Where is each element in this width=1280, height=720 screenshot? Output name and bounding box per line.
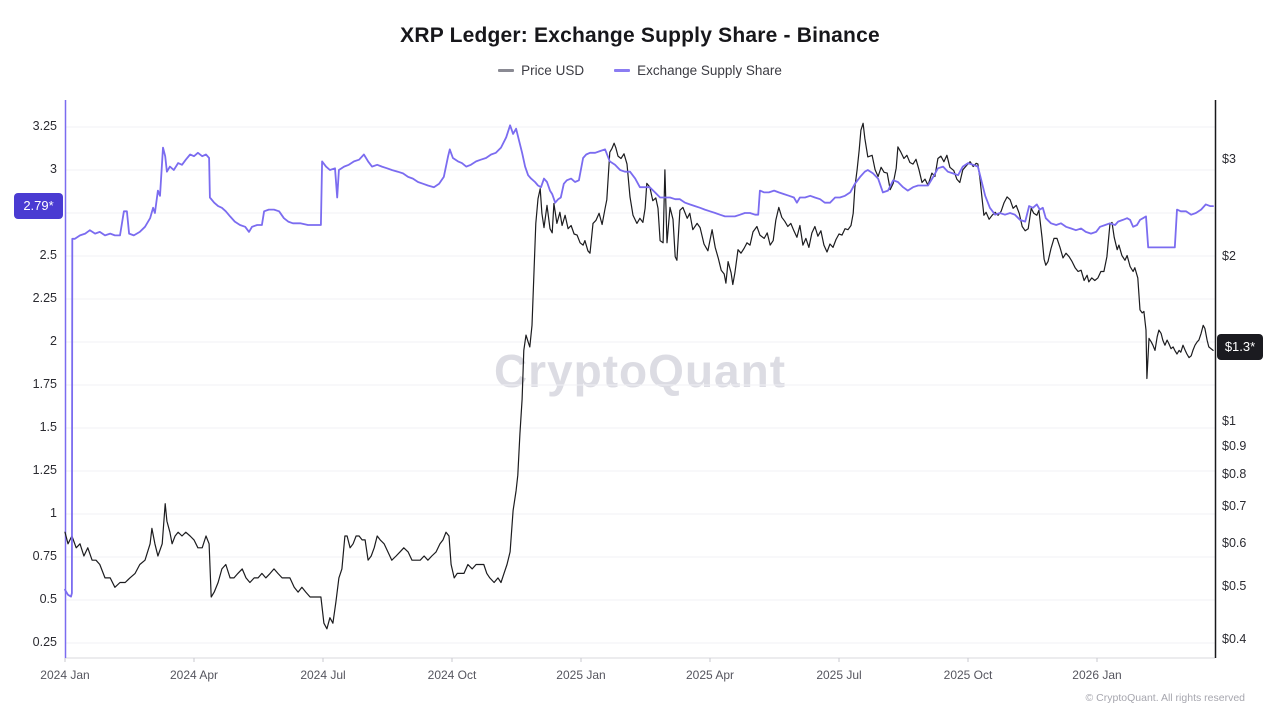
series-line-exchange-supply-share (64, 124, 1214, 598)
right-axis-tick: $0.4 (1222, 632, 1247, 647)
legend-label-exchange-supply-share: Exchange Supply Share (637, 63, 782, 78)
left-axis-tick: 2.25 (32, 291, 57, 305)
right-axis-tick: $0.9 (1222, 439, 1247, 454)
x-axis-tick: 2024 Apr (169, 668, 219, 682)
supply-share-last-value-badge: 2.79* (14, 193, 63, 219)
right-axis-tick: $3 (1222, 152, 1236, 167)
x-axis-tick: 2025 Jan (556, 668, 606, 682)
left-axis-tick: 0.5 (39, 592, 57, 606)
left-axis-tick: 1 (50, 506, 57, 520)
left-axis-tick: 3.25 (32, 119, 57, 133)
x-axis-tick: 2026 Jan (1072, 668, 1122, 682)
left-axis-tick: 3 (50, 162, 57, 176)
left-axis-tick: 1.25 (32, 463, 57, 477)
left-axis-tick: 0.75 (32, 549, 57, 563)
left-axis-tick: 0.25 (32, 635, 57, 649)
x-axis-tick: 2024 Oct (427, 668, 477, 682)
right-axis-tick: $0.5 (1222, 579, 1247, 594)
chart-legend: Price USD Exchange Supply Share (0, 63, 1280, 78)
right-axis-tick: $1 (1222, 414, 1236, 428)
x-axis-tick: 2024 Jul (300, 668, 346, 682)
left-axis-tick: 2.5 (39, 248, 57, 262)
x-axis-tick: 2024 Jan (40, 668, 90, 682)
right-axis-tick: $2 (1222, 248, 1236, 263)
supply-share-line-swatch-icon (614, 69, 631, 72)
legend-label-price-usd: Price USD (521, 63, 585, 78)
x-axis-tick: 2025 Jul (816, 668, 862, 682)
left-axis-tick: 2 (50, 334, 57, 348)
right-axis-tick: $0.8 (1222, 467, 1247, 482)
copyright-notice: © CryptoQuant. All rights reserved (1085, 692, 1245, 704)
right-axis-tick: $0.6 (1222, 535, 1247, 550)
legend-item-price-usd[interactable]: Price USD (498, 63, 584, 78)
price-line-swatch-icon (498, 69, 515, 72)
left-axis-tick: 1.75 (32, 377, 57, 391)
left-axis-tick: 1.5 (39, 420, 57, 434)
x-axis-tick: 2025 Apr (685, 668, 735, 682)
series-line-price-usd (64, 122, 1214, 630)
legend-item-exchange-supply-share[interactable]: Exchange Supply Share (614, 63, 782, 78)
x-axis-tick: 2025 Oct (943, 668, 993, 682)
chart-title: XRP Ledger: Exchange Supply Share - Bina… (400, 24, 880, 47)
price-last-value-badge: $1.3* (1217, 334, 1263, 360)
right-axis-tick: $0.7 (1222, 499, 1247, 514)
